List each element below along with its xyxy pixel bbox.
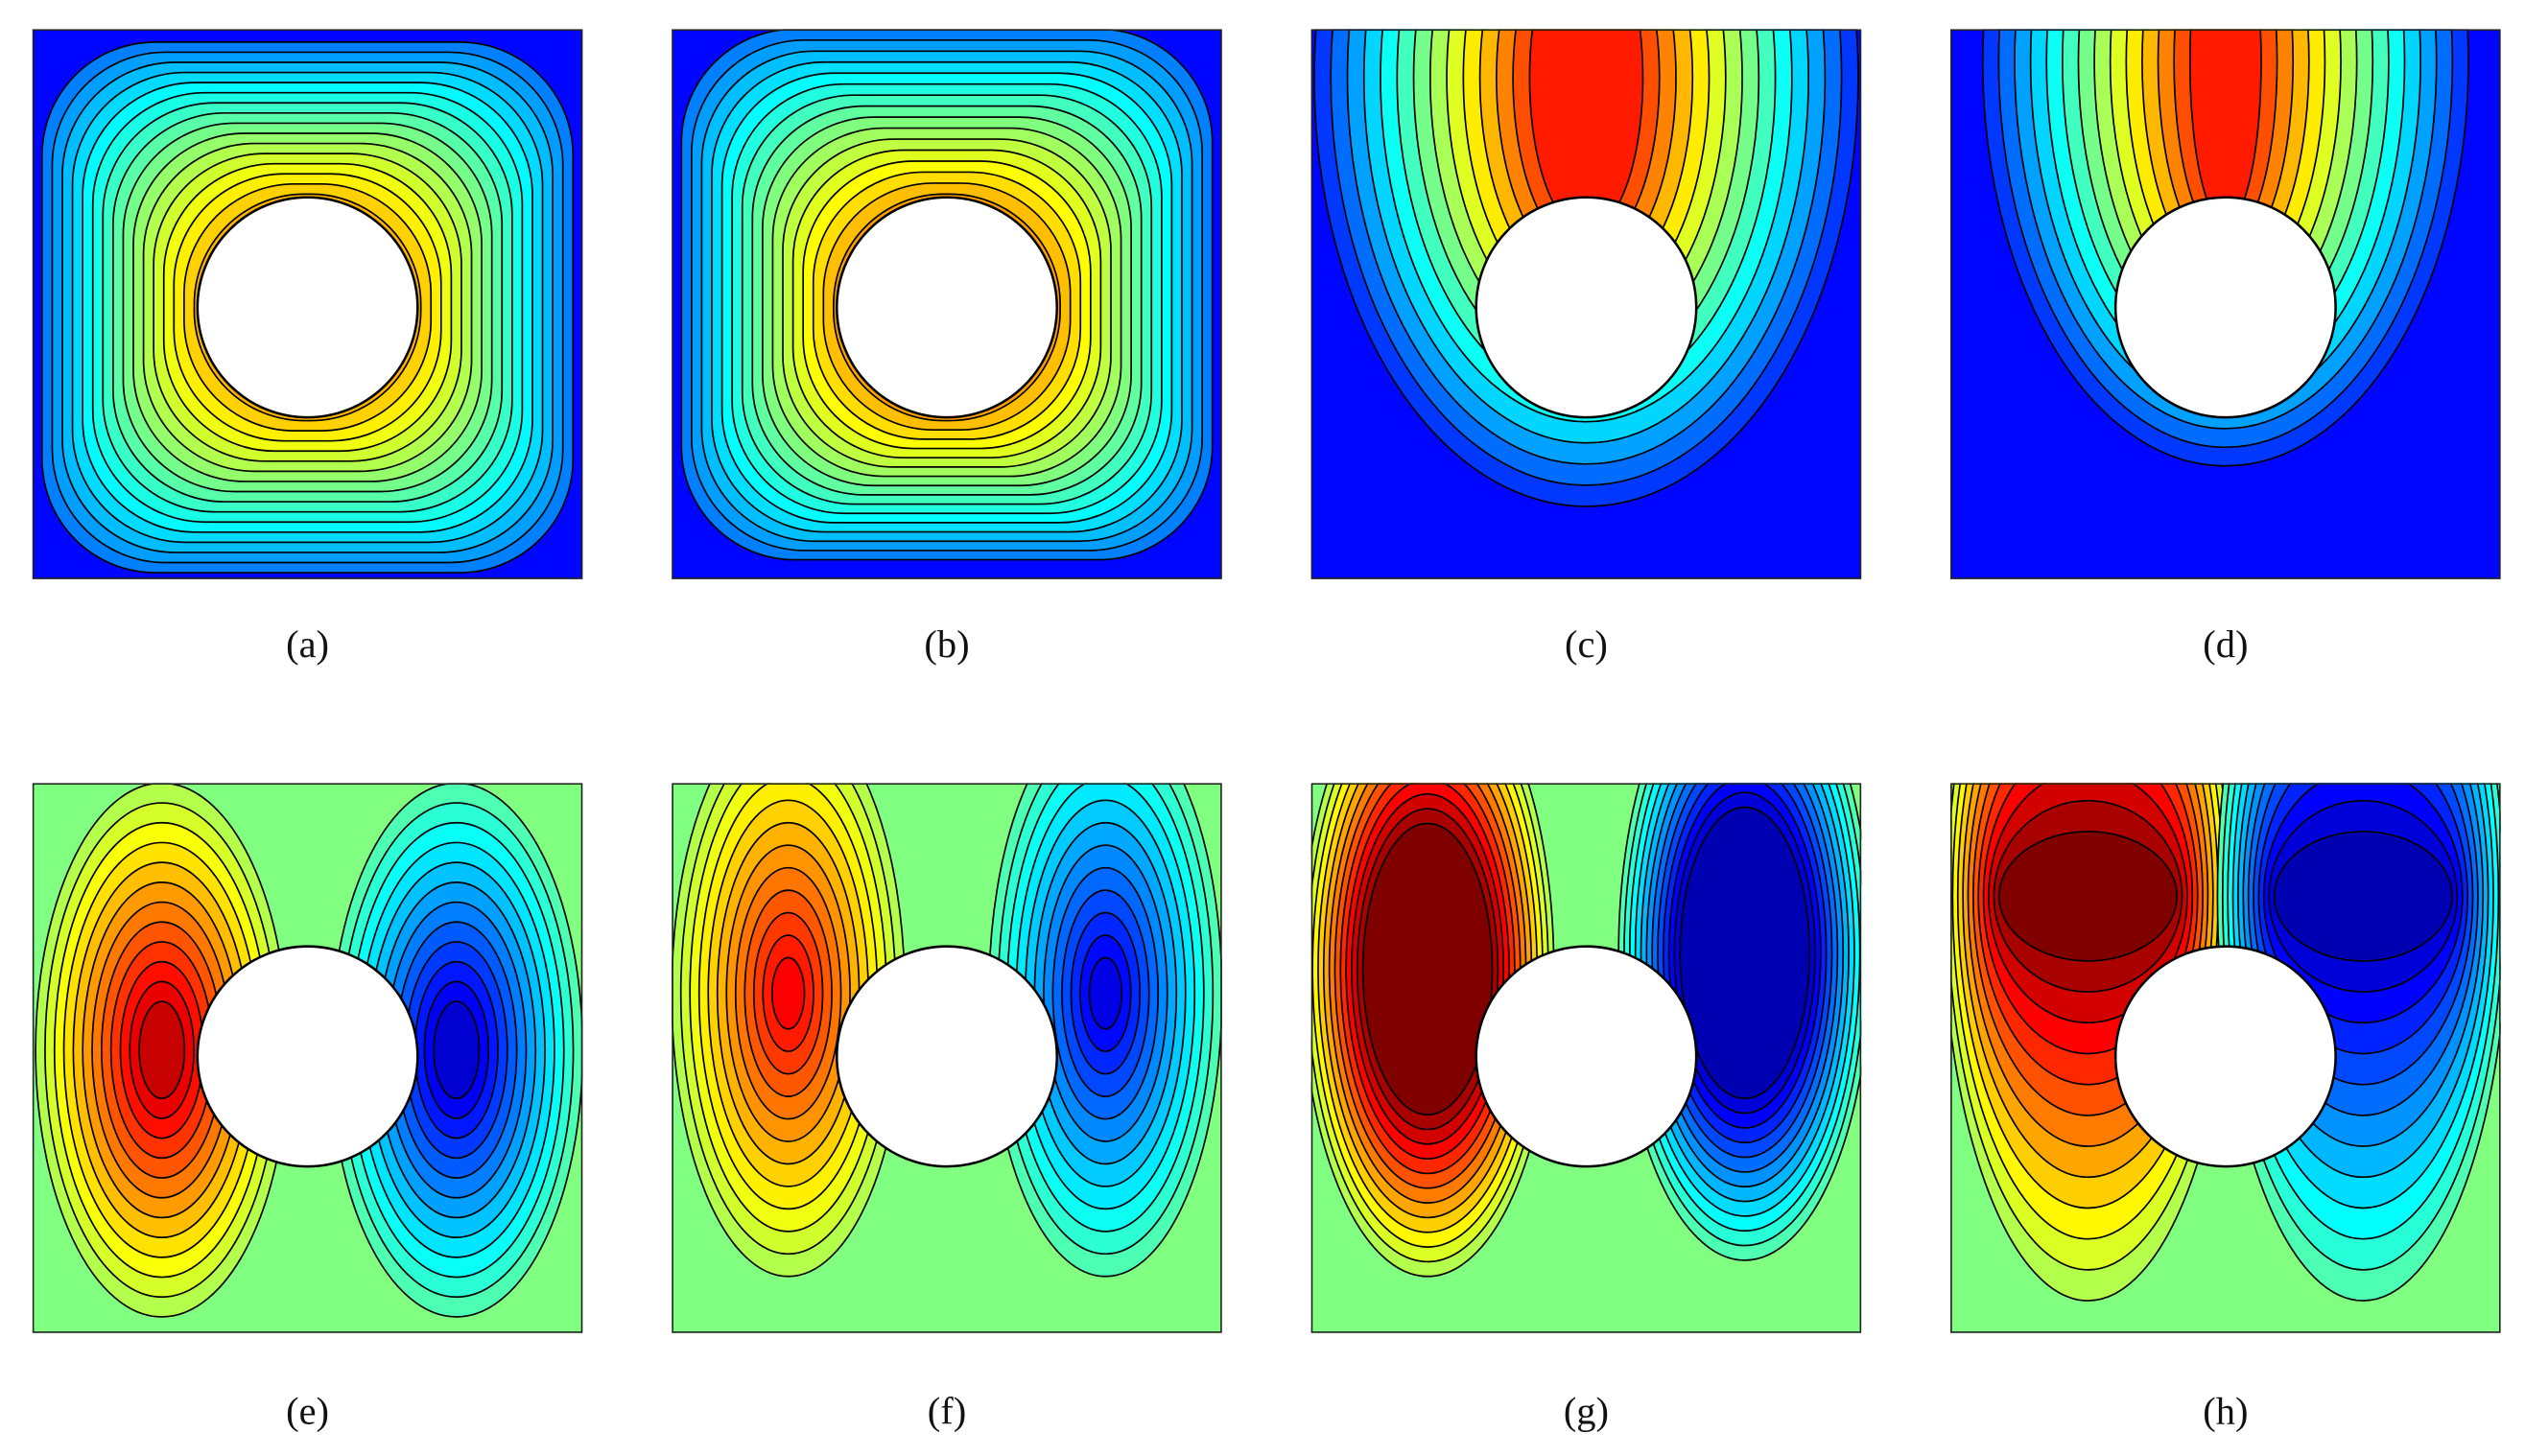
cylinder bbox=[2113, 196, 2337, 419]
cylinder bbox=[2113, 945, 2337, 1168]
contour-panel bbox=[672, 783, 1222, 1333]
cylinder bbox=[836, 196, 1058, 419]
contour-panel bbox=[1310, 29, 1862, 579]
contour-panel bbox=[1950, 29, 2501, 579]
contour-band bbox=[1088, 956, 1123, 1030]
panel-border bbox=[32, 29, 583, 579]
cylinder bbox=[196, 945, 419, 1168]
panel-label: (b) bbox=[924, 622, 969, 666]
panel-border bbox=[1310, 29, 1862, 579]
contour-band bbox=[1997, 831, 2179, 962]
panel-border bbox=[1950, 29, 2501, 579]
contour-band bbox=[1361, 822, 1494, 1115]
contour-band bbox=[2273, 831, 2453, 962]
panel-border bbox=[1310, 783, 1862, 1333]
contour-panel bbox=[32, 29, 583, 579]
panel-label: (c) bbox=[1565, 622, 1608, 666]
panel-border bbox=[32, 783, 583, 1333]
panel-label: (d) bbox=[2203, 622, 2248, 666]
cylinder bbox=[836, 945, 1058, 1168]
contour-panel bbox=[1310, 783, 1862, 1333]
panel-border bbox=[672, 783, 1222, 1333]
panel-border bbox=[672, 29, 1222, 579]
panel-label: (g) bbox=[1564, 1389, 1609, 1432]
contour-band bbox=[433, 1000, 481, 1100]
cylinder bbox=[196, 196, 419, 419]
panel-label: (e) bbox=[286, 1389, 329, 1432]
contour-band bbox=[138, 1000, 186, 1100]
contour-band bbox=[1679, 806, 1811, 1100]
panel-label: (f) bbox=[928, 1389, 966, 1432]
panel-label: (h) bbox=[2203, 1389, 2248, 1432]
contour-panel bbox=[32, 783, 583, 1333]
contour-panel bbox=[1950, 783, 2501, 1333]
panel-border bbox=[1950, 783, 2501, 1333]
cylinder bbox=[1475, 196, 1698, 419]
contour-panel bbox=[672, 29, 1222, 579]
panel-label: (a) bbox=[286, 622, 329, 666]
contour-band bbox=[770, 956, 806, 1030]
cylinder bbox=[1475, 945, 1698, 1168]
